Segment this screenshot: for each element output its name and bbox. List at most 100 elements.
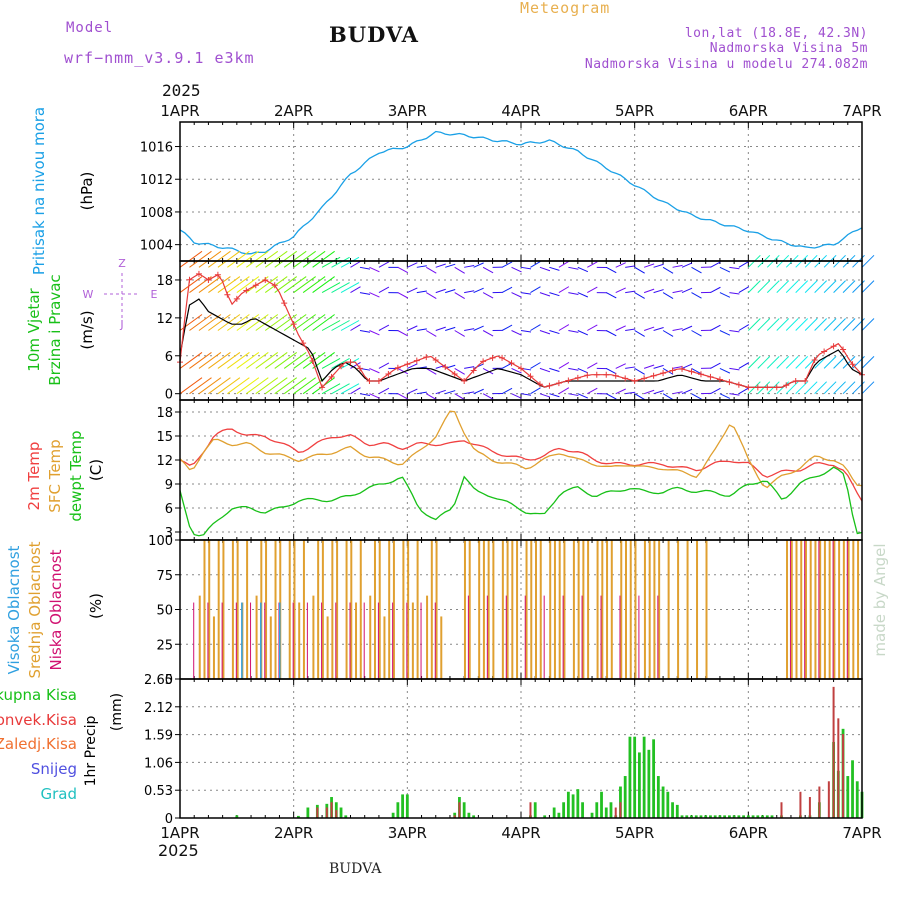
- wind-marker: [584, 372, 591, 379]
- wind-barb: [198, 314, 222, 331]
- precip-bar: [462, 802, 466, 818]
- precip-bar: [765, 815, 769, 818]
- wind-barb: [747, 280, 761, 293]
- wind-barb: [473, 262, 484, 268]
- wind-barb: [179, 352, 203, 369]
- wind-barb: [691, 367, 702, 375]
- precip-conv-bar: [325, 807, 328, 818]
- panel-frame: [179, 121, 863, 262]
- wind-barb: [208, 352, 231, 369]
- precip-bar: [391, 812, 395, 818]
- precip-bar: [661, 786, 665, 818]
- wind-barb: [189, 250, 212, 268]
- wind-marker: [641, 375, 648, 382]
- y-tick-label: 1004: [140, 239, 173, 254]
- wind-marker: [442, 364, 449, 371]
- wind-marker: [356, 365, 363, 372]
- x-tick-label-top: 3APR: [388, 102, 427, 120]
- y-tick-label: 12: [156, 454, 173, 469]
- precip-legend-item: Konvek.Kisa: [0, 711, 77, 729]
- watermark: made by Angel: [871, 543, 889, 656]
- x-tick-label-top: 4APR: [501, 102, 540, 120]
- x-tick-label-bottom: 7APR: [842, 824, 881, 842]
- wind-barb: [549, 367, 560, 372]
- wind-marker: [603, 371, 610, 378]
- wind-marker: [328, 373, 335, 380]
- wind-barb: [747, 356, 761, 369]
- wind-barb: [227, 276, 250, 293]
- wind-barb: [198, 377, 222, 395]
- wind-marker: [555, 380, 562, 387]
- wind-barb: [283, 276, 307, 293]
- wind-barb: [814, 356, 827, 369]
- wind-barb: [473, 388, 484, 395]
- wind-barb: [606, 266, 617, 274]
- wind-barb: [795, 318, 809, 331]
- wind-barb: [823, 381, 837, 395]
- wind-barb: [615, 325, 626, 331]
- wind-marker: [593, 371, 600, 378]
- wind-barb: [227, 377, 250, 395]
- y-tick-label: 25: [156, 638, 173, 653]
- wind-barb: [473, 287, 484, 294]
- wind-barb: [236, 250, 260, 268]
- wind-gust-line: [179, 298, 863, 388]
- wind-barb: [625, 391, 636, 395]
- y-tick-label: 50: [156, 604, 173, 619]
- wind-barb: [634, 266, 645, 274]
- wind-barb: [833, 356, 846, 369]
- wind-barb: [804, 381, 818, 395]
- wind-speed-markers: [177, 270, 865, 391]
- y-tick-label: 1.06: [144, 756, 173, 771]
- wind-marker: [716, 376, 723, 383]
- wind-barb: [359, 266, 371, 270]
- wind-barb: [359, 292, 371, 295]
- wind-barb: [264, 377, 288, 395]
- wind-barb: [264, 276, 288, 293]
- wind-marker: [451, 371, 458, 378]
- wind-marker: [338, 363, 345, 370]
- precip-conv-bar: [780, 802, 783, 818]
- wind-barb: [416, 328, 427, 331]
- x-tick-label-bottom: 4APR: [501, 824, 540, 842]
- station-title: BUDVA: [329, 22, 419, 47]
- wind-barb: [407, 262, 418, 268]
- wind-barb: [568, 367, 579, 371]
- wind-barb: [568, 292, 579, 295]
- wind-barb: [511, 393, 522, 399]
- dewpoint-line: [179, 466, 863, 537]
- wind-marker: [735, 381, 742, 388]
- wind-barb: [738, 324, 750, 331]
- wind-barb: [350, 324, 361, 331]
- precip-conv-bar: [330, 802, 333, 818]
- precip-bar: [581, 802, 584, 818]
- wind-barb: [823, 318, 837, 331]
- wind-barb: [227, 352, 250, 369]
- wind-barb: [283, 352, 307, 369]
- y-tick-label: 2.65: [144, 673, 173, 688]
- wind-marker: [518, 365, 524, 372]
- precip-legend-item: Snijeg: [31, 760, 77, 778]
- wind-marker: [375, 378, 382, 385]
- wind-barb: [757, 356, 771, 369]
- year-label-top: 2025: [162, 81, 201, 100]
- wind-barb: [520, 266, 532, 270]
- wind-barb: [264, 314, 288, 331]
- wind-barb: [606, 367, 617, 375]
- wind-barb: [643, 263, 655, 268]
- wind-barb: [549, 393, 560, 398]
- wind-barb: [445, 288, 456, 294]
- precip-axis-unit: (mm): [109, 693, 125, 731]
- wind-barb: [738, 260, 750, 268]
- wind-barb: [435, 288, 446, 294]
- precip-bar: [732, 815, 736, 818]
- precip-conv-bar: [316, 807, 319, 818]
- wind-marker: [745, 384, 752, 391]
- panel-frame: [179, 399, 863, 541]
- precip-conv-bar: [842, 734, 845, 818]
- wind-barb: [312, 352, 335, 369]
- wind-barb: [435, 263, 446, 268]
- wind-barb: [833, 318, 846, 331]
- x-tick-label-bottom: 3APR: [388, 824, 427, 842]
- wind-barb: [606, 393, 617, 400]
